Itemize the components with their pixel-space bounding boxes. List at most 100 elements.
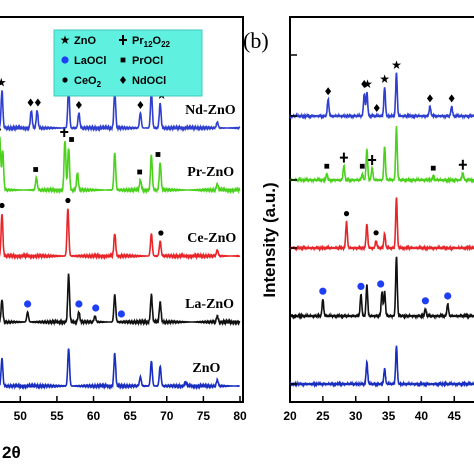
panel-b-series-pr-zno-square-marker xyxy=(324,163,330,169)
panel-b-series-nd-zno-diamond-marker xyxy=(361,80,368,88)
panel-a-series-ce-zno: Ce-ZnO xyxy=(0,197,241,261)
panel-b-series-la-zno-blue-circle-marker xyxy=(319,287,327,295)
legend-entry-zno: ★ ZnO xyxy=(60,33,97,47)
panel-b-series-ce-zno-circle-marker xyxy=(373,230,379,236)
panel-a-series-nd-zno-trace xyxy=(0,88,241,133)
panel-a-series-pr-zno-trace xyxy=(0,136,241,195)
panel-a-series-la-zno-blue-circle-marker xyxy=(75,300,83,308)
legend-entries: ★ ZnO Pr12O22 LaOCl PrOCl CeO2 NdOCl xyxy=(60,33,171,89)
panel-b-series-ce-zno-circle-marker xyxy=(343,211,350,217)
panel-b-series-zno xyxy=(289,345,474,389)
panel-a-x-tick-label: 60 xyxy=(87,409,101,423)
panel-b-series-pr-zno-trace xyxy=(289,126,474,185)
panel-a-series-nd-zno-diamond-marker xyxy=(137,101,144,109)
panel-a-x-tick-label: 55 xyxy=(50,409,64,423)
panel-a-series-ce-zno-circle-marker xyxy=(158,230,164,236)
panel-b-series-ce-zno xyxy=(289,197,474,252)
panel-b-series-la-zno-blue-circle-marker xyxy=(377,280,385,288)
panel-b-series-pr-zno-cross-marker xyxy=(458,159,467,170)
panel-a-series-pr-zno-label: Pr-ZnO xyxy=(187,165,234,180)
panel-b-series-la-zno-blue-circle-marker xyxy=(421,297,429,305)
panel-a-series-la-zno-trace xyxy=(0,273,241,327)
panel-b-x-tick-label: 25 xyxy=(316,409,330,423)
panel-a-series-nd-zno-label: Nd-ZnO xyxy=(185,103,236,118)
panel-b-series-nd-zno-star-marker: ★ xyxy=(362,77,373,91)
svg-text:★: ★ xyxy=(362,77,373,91)
panel-a-x-tick-label: 70 xyxy=(160,409,174,423)
panel-a-series-la-zno: La-ZnO xyxy=(0,273,241,327)
panel-a-series-la-zno-blue-circle-marker xyxy=(117,310,125,318)
panel-b-series-nd-zno-star-marker: ★ xyxy=(379,72,390,86)
panel-a-series-nd-zno-diamond-marker xyxy=(34,98,41,107)
panel-a-x-tick-label: 75 xyxy=(197,409,211,423)
panel-a-x-tick-label: 80 xyxy=(233,409,247,423)
panel-b-series-zno-trace xyxy=(289,345,474,389)
panel-a-series-pr-zno: Pr-ZnO xyxy=(0,127,241,195)
panel-a-series-zno-trace xyxy=(0,348,240,391)
legend-entry-laocl: LaOCl xyxy=(61,55,106,67)
panel-b-series-pr-zno-cross-marker xyxy=(339,152,348,163)
panel-b-series-pr-zno-square-marker xyxy=(359,163,365,169)
legend-box xyxy=(53,29,203,97)
panel-a-series-pr-zno-square-marker xyxy=(155,152,161,157)
panel-a-series-nd-zno-star-marker: ★ xyxy=(0,76,7,90)
legend-entry-ceo: CeO2 xyxy=(62,75,102,89)
panel-a-series-ce-zno-circle-marker xyxy=(65,197,71,204)
panel-a-series-nd-zno-diamond-marker xyxy=(27,98,34,107)
legend-entry-label: CeO2 xyxy=(74,75,102,89)
panel-b-x-tick-label: 40 xyxy=(415,409,429,423)
panel-a-x-axis-title: 2θ xyxy=(2,443,21,462)
svg-text:★: ★ xyxy=(0,76,7,90)
panel-b-x-ticks: 20 25 30 35 40 45 xyxy=(283,54,461,423)
panel-a-series-la-zno-blue-circle-marker xyxy=(24,300,32,308)
legend-entry-label: ZnO xyxy=(74,35,96,47)
panel-b-label: (b) xyxy=(243,28,269,53)
panel-b-y-axis-title: Intensity (a.u.) xyxy=(260,182,279,297)
panel-a-x-tick-label: 50 xyxy=(14,409,28,423)
legend-entry-procl: PrOCl xyxy=(120,55,163,67)
legend-entry-blue-circle-marker xyxy=(61,56,69,64)
panel-a-series-pr-zno-square-marker xyxy=(137,169,143,175)
panel-b-series-la-zno-blue-circle-marker xyxy=(444,292,452,300)
panel-b-series-ce-zno-trace xyxy=(289,197,474,252)
panel-b-series-group: ★ ★★ xyxy=(289,58,474,389)
panel-a-series-nd-zno-diamond-marker xyxy=(75,101,82,109)
panel-a-series-ce-zno-label: Ce-ZnO xyxy=(187,231,236,246)
legend-entry-label: Pr12O22 xyxy=(132,35,171,49)
panel-b-chart: (b) Intensity (a.u.) ★ ★★ 20 25 30 35 40 45 xyxy=(243,16,474,423)
legend-entry-diamond-marker xyxy=(120,76,126,84)
panel-a-series-ce-zno-trace xyxy=(0,208,241,261)
panel-a-series-la-zno-blue-circle-marker xyxy=(92,304,100,312)
panel-b-series-la-zno-blue-circle-marker xyxy=(357,282,365,290)
panel-a-x-ticks: 50 55 60 65 70 75 80 xyxy=(14,396,247,423)
svg-text:★: ★ xyxy=(391,58,402,72)
legend-entry-cross-marker xyxy=(119,35,127,45)
panel-a-series-zno: ZnO xyxy=(0,348,240,391)
panel-b-series-nd-zno-diamond-marker xyxy=(426,94,433,103)
panel-b-series-pr-zno-cross-marker xyxy=(368,155,377,165)
svg-text:★: ★ xyxy=(379,72,390,86)
panel-a-series-ce-zno-circle-marker xyxy=(0,202,5,209)
panel-a-series-pr-zno-square-marker xyxy=(33,167,39,172)
panel-a-series-la-zno-label: La-ZnO xyxy=(185,297,234,312)
panel-a-series-zno-label: ZnO xyxy=(192,361,220,376)
legend-entry-square-marker xyxy=(120,57,126,63)
panel-b-series-pr-zno-square-marker xyxy=(430,165,436,171)
panel-a-legend: ★ ZnO Pr12O22 LaOCl PrOCl CeO2 NdOCl xyxy=(53,29,203,97)
panel-b-series-pr-zno xyxy=(289,126,474,185)
legend-entry-pr: Pr12O22 xyxy=(119,35,171,49)
panel-a-x-tick-label: 65 xyxy=(123,409,137,423)
panel-b-series-nd-zno-diamond-marker xyxy=(448,94,455,103)
legend-entry-label: NdOCl xyxy=(132,75,166,87)
svg-text:★: ★ xyxy=(60,33,71,47)
panel-b-series-nd-zno-diamond-marker xyxy=(325,87,332,96)
panel-b-x-tick-label: 20 xyxy=(283,409,297,423)
panel-b-series-nd-zno: ★ ★★ xyxy=(289,58,474,121)
legend-entry-label: PrOCl xyxy=(132,55,163,67)
panel-a-frame xyxy=(0,16,244,403)
panel-b-x-tick-label: 30 xyxy=(349,409,363,423)
panel-b-frame xyxy=(289,16,474,403)
